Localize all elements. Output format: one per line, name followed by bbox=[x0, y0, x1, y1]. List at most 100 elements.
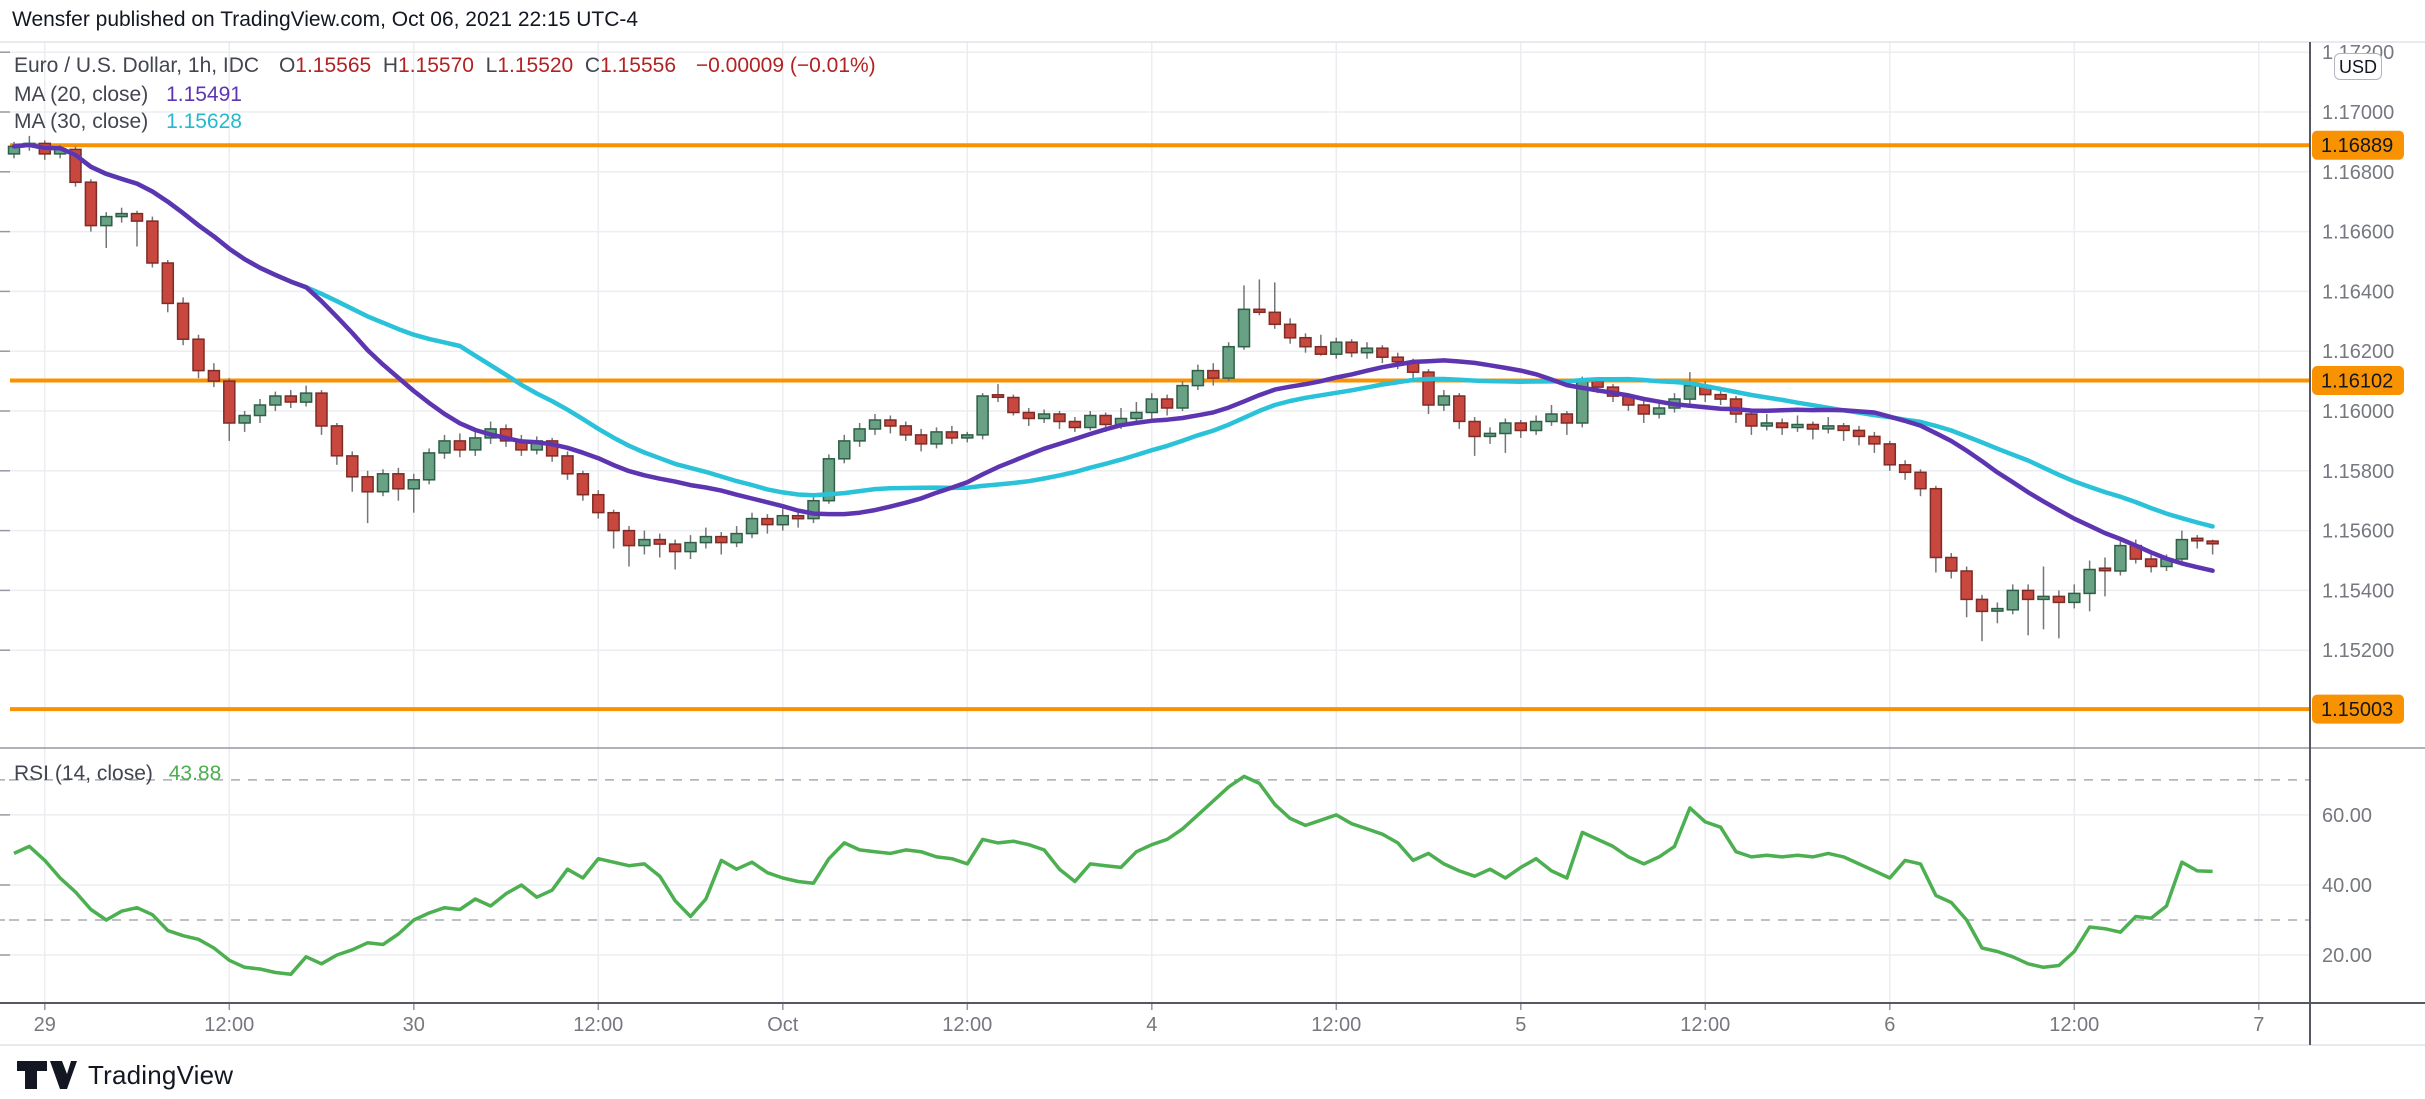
candle-down[interactable] bbox=[1314, 345, 1328, 355]
candle-down[interactable] bbox=[1299, 336, 1312, 348]
candle-down[interactable] bbox=[884, 419, 897, 427]
candle-down[interactable] bbox=[192, 338, 205, 372]
candle-up[interactable] bbox=[2068, 592, 2081, 604]
ma20-line[interactable] bbox=[11, 142, 2215, 573]
candle-up[interactable] bbox=[1683, 384, 1697, 400]
candle-down[interactable] bbox=[1960, 570, 1973, 601]
candle-down[interactable] bbox=[791, 514, 805, 520]
time-axis-scale[interactable] bbox=[0, 1003, 2310, 1045]
candle-up[interactable] bbox=[422, 452, 436, 481]
candle-down[interactable] bbox=[346, 455, 359, 478]
candle-up[interactable] bbox=[376, 473, 390, 493]
candle-up[interactable] bbox=[253, 404, 267, 417]
candle-up[interactable] bbox=[684, 541, 697, 553]
candle-down[interactable] bbox=[1837, 425, 1850, 432]
candle-up[interactable] bbox=[438, 440, 451, 454]
candle-down[interactable] bbox=[991, 394, 1005, 399]
candle-down[interactable] bbox=[361, 476, 374, 493]
candle-down[interactable] bbox=[2098, 567, 2112, 572]
candle-up[interactable] bbox=[299, 392, 313, 403]
candle-down[interactable] bbox=[84, 181, 98, 227]
candle-down[interactable] bbox=[622, 529, 636, 547]
candle-up[interactable] bbox=[638, 538, 651, 547]
candle-down[interactable] bbox=[2144, 558, 2158, 568]
candle-up[interactable] bbox=[115, 212, 128, 218]
candle-up[interactable] bbox=[2083, 568, 2096, 595]
candle-up[interactable] bbox=[1529, 420, 1543, 432]
candle-up[interactable] bbox=[1084, 414, 1097, 429]
candle-down[interactable] bbox=[899, 425, 913, 436]
candle-down[interactable] bbox=[146, 220, 159, 264]
candle-down[interactable] bbox=[2191, 537, 2204, 542]
candle-down[interactable] bbox=[2052, 595, 2066, 604]
candle-down[interactable] bbox=[607, 511, 620, 532]
candle-up[interactable] bbox=[269, 395, 282, 406]
candle-down[interactable] bbox=[1514, 422, 1528, 432]
candle-up[interactable] bbox=[745, 517, 759, 535]
candle-up[interactable] bbox=[2006, 589, 2020, 611]
candle-down[interactable] bbox=[1560, 413, 1574, 424]
rsi-legend-row[interactable]: RSI (14, close) 43.88 bbox=[14, 762, 221, 786]
candle-up[interactable] bbox=[822, 458, 836, 502]
candle-down[interactable] bbox=[592, 493, 605, 514]
candle-down[interactable] bbox=[576, 473, 590, 496]
candle-down[interactable] bbox=[545, 440, 559, 457]
candle-down[interactable] bbox=[315, 392, 328, 427]
candle-up[interactable] bbox=[1483, 432, 1497, 438]
rsi-line[interactable] bbox=[13, 774, 2213, 977]
candle-down[interactable] bbox=[1253, 308, 1266, 314]
candle-down[interactable] bbox=[223, 380, 236, 424]
candle-up[interactable] bbox=[1145, 398, 1159, 414]
candle-up[interactable] bbox=[776, 514, 790, 526]
candle-up[interactable] bbox=[1360, 347, 1374, 354]
candle-up[interactable] bbox=[853, 428, 866, 442]
candle-up[interactable] bbox=[1791, 423, 1804, 429]
candle-down[interactable] bbox=[761, 517, 774, 526]
candle-up[interactable] bbox=[1237, 308, 1251, 348]
candle-up[interactable] bbox=[1545, 413, 1558, 423]
candle-down[interactable] bbox=[453, 440, 467, 451]
candle-down[interactable] bbox=[1391, 356, 1405, 363]
price-pane[interactable] bbox=[10, 42, 2310, 748]
candle-up[interactable] bbox=[976, 395, 989, 436]
candle-up[interactable] bbox=[1437, 395, 1451, 406]
candle-up[interactable] bbox=[407, 479, 421, 490]
candle-down[interactable] bbox=[1376, 347, 1389, 358]
candle-down[interactable] bbox=[1268, 311, 1282, 326]
candle-down[interactable] bbox=[1068, 420, 1082, 429]
ma20-legend-row[interactable]: MA (20, close) 1.15491 bbox=[14, 83, 242, 107]
candle-down[interactable] bbox=[561, 455, 574, 475]
currency-toggle-button[interactable]: USD bbox=[2334, 53, 2382, 80]
candle-down[interactable] bbox=[176, 302, 190, 340]
candle-down[interactable] bbox=[1806, 423, 1820, 430]
candle-up[interactable] bbox=[238, 414, 251, 424]
candle-down[interactable] bbox=[1453, 395, 1466, 423]
tradingview-logo[interactable]: TradingView bbox=[16, 1058, 233, 1092]
candle-down[interactable] bbox=[1160, 398, 1174, 409]
candle-down[interactable] bbox=[284, 395, 298, 403]
candle-down[interactable] bbox=[1945, 556, 1958, 572]
candle-down[interactable] bbox=[1929, 487, 1943, 559]
candle-up[interactable] bbox=[961, 434, 974, 439]
candle-down[interactable] bbox=[1422, 371, 1435, 406]
candle-up[interactable] bbox=[1822, 425, 1835, 430]
candle-up[interactable] bbox=[1037, 413, 1051, 420]
candle-down[interactable] bbox=[1745, 413, 1758, 427]
candle-up[interactable] bbox=[1222, 345, 1235, 379]
candle-up[interactable] bbox=[1760, 422, 1774, 427]
rsi-pane[interactable] bbox=[10, 748, 2310, 1003]
candle-up[interactable] bbox=[100, 215, 113, 227]
candle-down[interactable] bbox=[1099, 414, 1112, 426]
symbol-legend-row[interactable]: Euro / U.S. Dollar, 1h, IDC O1.15565 H1.… bbox=[14, 54, 876, 78]
candle-down[interactable] bbox=[1637, 404, 1651, 415]
candle-down[interactable] bbox=[1053, 413, 1066, 423]
candle-down[interactable] bbox=[914, 434, 928, 445]
candle-down[interactable] bbox=[653, 538, 667, 545]
candle-up[interactable] bbox=[1130, 411, 1143, 420]
candle-down[interactable] bbox=[1207, 369, 1220, 379]
candle-up[interactable] bbox=[1991, 607, 2004, 612]
candle-down[interactable] bbox=[945, 431, 959, 439]
candle-down[interactable] bbox=[1729, 398, 1743, 415]
candle-down[interactable] bbox=[1852, 429, 1866, 438]
candle-down[interactable] bbox=[130, 212, 144, 222]
